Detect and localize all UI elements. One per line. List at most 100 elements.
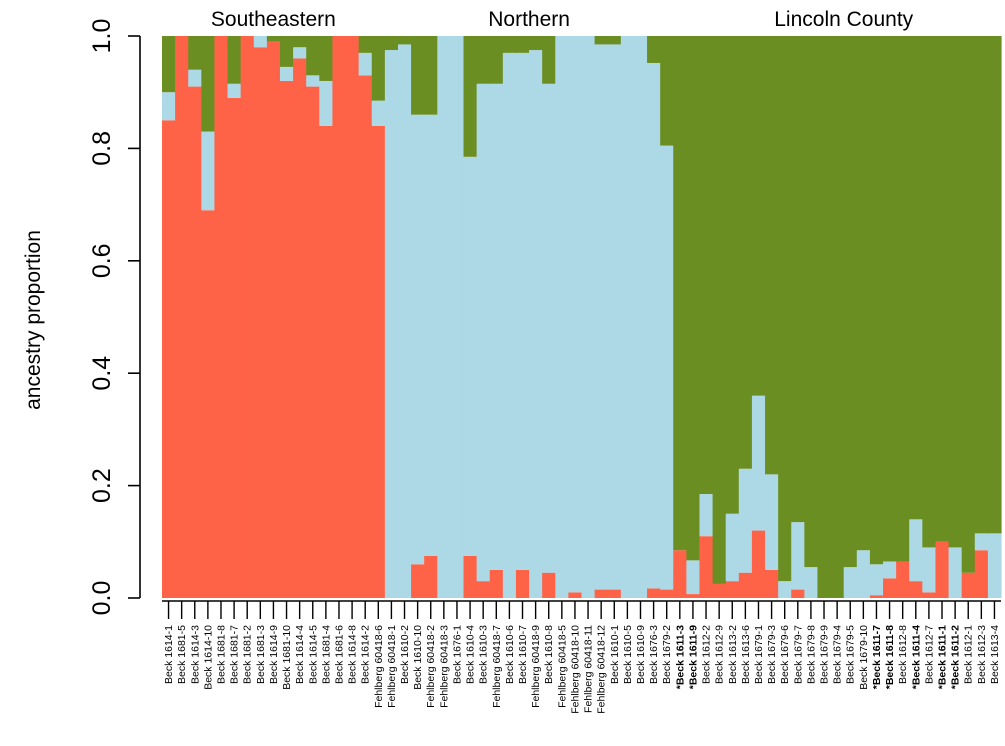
bar-segment-blue <box>201 131 216 211</box>
bar-segment-blue <box>778 581 792 598</box>
bar-segment-red <box>961 572 976 598</box>
bar-segment-blue <box>883 561 897 579</box>
sample-label: Beck 1610-9 <box>635 625 647 684</box>
sample-label: Beck 1679-2 <box>661 625 673 684</box>
bar-segment-red <box>279 80 294 598</box>
bar-segment-red <box>240 36 255 598</box>
bar-segment-red <box>188 86 202 598</box>
bar-segment-green <box>961 36 976 573</box>
sample-label: Fehlberg 60418-12 <box>596 625 608 714</box>
bar-segment-green <box>712 36 727 584</box>
bar-segment-blue <box>699 494 714 537</box>
bar-segment-blue <box>804 567 819 598</box>
sample-label: Beck 1614-5 <box>307 625 319 684</box>
sample-label: Fehlberg 60418-5 <box>556 625 568 708</box>
bar-segment-blue <box>647 62 661 589</box>
bar-segment-red <box>424 555 438 598</box>
sample-label: Fehlberg 60418-1 <box>386 625 398 708</box>
bar-segment-red <box>791 589 805 598</box>
bar-segment-red <box>542 572 556 598</box>
bars-layer <box>162 36 1002 599</box>
sample-label: Beck 1612-7 <box>923 625 935 684</box>
bar-segment-red <box>476 581 491 598</box>
bar-segment-blue <box>502 52 517 599</box>
sample-label: Beck 1681-6 <box>333 625 345 684</box>
bar-segment-blue <box>188 69 202 87</box>
bar-segment-red <box>463 555 478 598</box>
bar-segment-blue <box>555 36 569 598</box>
bar-segment-green <box>476 36 491 84</box>
bar-segment-blue <box>463 156 478 556</box>
bar-segment-blue <box>620 36 635 598</box>
bar-segment-green <box>162 36 176 93</box>
bar-segment-blue <box>542 83 556 573</box>
bar-segment-blue <box>869 564 884 596</box>
sample-label: Beck 1681-8 <box>215 625 227 684</box>
sample-label: Beck 1610-8 <box>543 625 555 684</box>
bar-segment-red <box>686 594 701 598</box>
sample-label: Beck 1610-10 <box>412 625 424 690</box>
sample-label: Beck 1610-4 <box>465 625 477 684</box>
bar-segment-green <box>293 36 307 48</box>
sample-label: Beck 1679-1 <box>753 625 765 684</box>
bar-segment-red <box>345 36 360 598</box>
sample-label: Beck 1614-10 <box>202 625 214 690</box>
bar-segment-red <box>332 36 347 598</box>
sample-label: Beck 1681-10 <box>281 625 293 690</box>
bar-segment-blue <box>948 547 963 598</box>
bar-segment-blue <box>974 533 989 551</box>
bar-segment-blue <box>607 44 622 590</box>
bar-segment-red <box>227 97 242 598</box>
sample-label: *Beck 1611-4 <box>910 625 922 689</box>
group-label: Northern <box>488 8 570 31</box>
bar-segment-blue <box>568 36 583 593</box>
bar-segment-green <box>974 36 989 534</box>
bar-segment-green <box>188 36 202 70</box>
sample-label: Fehlberg 60418-2 <box>425 625 437 708</box>
bar-segment-red <box>293 58 307 599</box>
bar-segment-blue <box>227 83 242 98</box>
bar-segment-green <box>673 36 687 551</box>
bar-segment-green <box>738 36 753 469</box>
sample-label: *Beck 1611-2 <box>950 625 962 689</box>
bar-segment-blue <box>738 468 753 573</box>
bar-segment-red <box>515 569 530 598</box>
bar-segment-green <box>424 36 438 115</box>
bar-segment-red <box>738 572 753 598</box>
bar-segment-green <box>843 36 858 568</box>
bar-segment-green <box>358 36 373 53</box>
bar-segment-green <box>935 36 950 542</box>
sample-label: Fehlberg 60418-10 <box>569 625 581 714</box>
bar-segment-red <box>162 120 176 599</box>
bar-segment-red <box>751 530 766 598</box>
bar-segment-red <box>712 583 727 598</box>
sample-label: Beck 1610-5 <box>622 625 634 684</box>
bar-segment-green <box>686 36 701 561</box>
y-tick-label: 0.2 <box>88 468 116 503</box>
bar-segment-red <box>306 86 320 598</box>
bar-segment-red <box>358 75 373 599</box>
y-axis-label: ancestry proportion <box>22 230 45 410</box>
sample-label: Beck 1679-10 <box>858 625 870 690</box>
y-tick-label: 1.0 <box>88 19 116 54</box>
sample-label: Beck 1610-2 <box>399 625 411 684</box>
sample-label: *Beck 1611-7 <box>871 625 883 689</box>
y-tick-label: 0.4 <box>88 356 116 391</box>
bar-segment-green <box>463 36 478 157</box>
bar-segment-blue <box>371 100 386 126</box>
sample-label: Beck 1613-2 <box>727 625 739 684</box>
sample-label: Beck 1610-6 <box>504 625 516 684</box>
sample-label: Beck 1614-1 <box>163 625 175 684</box>
bar-segment-blue <box>397 44 412 599</box>
bar-segment-blue <box>686 560 701 595</box>
bar-segment-green <box>856 36 871 551</box>
bar-segment-blue <box>293 47 307 59</box>
sample-label: Beck 1614-2 <box>360 625 372 684</box>
bar-segment-green <box>515 36 530 53</box>
sample-label: *Beck 1611-9 <box>687 625 699 689</box>
bar-segment-blue <box>319 80 334 126</box>
bar-segment-green <box>791 36 805 523</box>
sample-label: Fehlberg 60418-3 <box>438 625 450 708</box>
bar-segment-blue <box>162 92 176 121</box>
bar-segment-red <box>699 536 714 598</box>
